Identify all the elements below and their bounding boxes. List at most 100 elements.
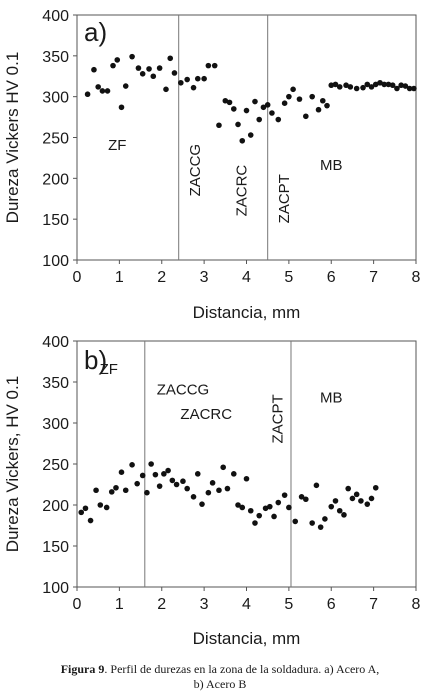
data-point [118, 104, 125, 111]
x-tick-label: 1 [115, 596, 124, 613]
data-point [411, 85, 417, 92]
x-tick-label: 6 [327, 596, 336, 613]
data-point [224, 485, 231, 492]
data-point [402, 83, 409, 89]
data-point [230, 106, 237, 112]
data-point [184, 485, 190, 492]
data-point [389, 82, 396, 89]
data-point [113, 484, 119, 491]
data-point [290, 86, 296, 93]
caption-line-2: b) Acero B [193, 677, 247, 691]
data-point [324, 102, 330, 109]
zone-label: ZACPT [276, 174, 293, 223]
zone-label: ZF [108, 137, 126, 154]
data-point [303, 113, 309, 120]
data-point [239, 137, 246, 144]
y-tick-label: 300 [42, 90, 69, 107]
data-point [82, 505, 89, 512]
data-point [377, 79, 383, 86]
data-point [336, 507, 343, 514]
zone-label: MB [320, 157, 343, 174]
y-tick-label: 400 [42, 8, 69, 25]
data-point [134, 480, 140, 487]
data-point [110, 62, 116, 69]
data-point [303, 496, 309, 503]
y-tick-label: 300 [42, 416, 69, 433]
x-tick-label: 2 [157, 596, 166, 613]
data-point [161, 471, 167, 477]
data-point [211, 62, 218, 69]
x-tick-label: 7 [369, 269, 378, 286]
y-tick-label: 350 [42, 49, 69, 66]
data-point [364, 81, 371, 88]
data-point [267, 503, 273, 510]
data-point [235, 121, 241, 128]
data-point [345, 485, 352, 492]
data-point [220, 464, 226, 471]
data-point [103, 504, 110, 511]
data-point [205, 62, 212, 69]
y-tick-label: 200 [42, 498, 69, 515]
y-axis-label: Dureza Vickers, HV 0.1 [3, 376, 22, 552]
x-tick-label: 8 [412, 269, 421, 286]
data-point [91, 66, 97, 73]
data-point [139, 71, 146, 77]
data-point [180, 478, 186, 485]
data-point [190, 494, 197, 500]
panel-label: b) [84, 345, 107, 375]
chart-panel-b: 0 1 2 3 4 5 6 7 8 100 150 200 250 300 350 400 Distancia,… [3, 334, 421, 648]
data-point [205, 489, 212, 496]
data-point [84, 91, 91, 98]
x-tick-label: 0 [73, 596, 82, 613]
data-point [372, 484, 379, 491]
data-point [322, 516, 328, 522]
y-tick-label: 350 [42, 375, 69, 392]
data-point [358, 498, 364, 504]
data-point [319, 97, 326, 104]
data-point [381, 81, 388, 88]
data-point [146, 66, 152, 72]
data-point [286, 93, 292, 100]
data-point [199, 501, 205, 507]
data-point [256, 116, 263, 123]
data-point [152, 471, 159, 478]
data-point [194, 75, 201, 82]
zone-label: ZACCG [187, 144, 204, 197]
data-point [235, 502, 241, 508]
data-point [298, 494, 305, 500]
data-point [368, 84, 375, 90]
data-point [122, 487, 129, 494]
data-point [347, 84, 354, 90]
data-point [171, 70, 178, 76]
data-point [163, 86, 169, 93]
data-point [364, 501, 371, 507]
data-point [368, 495, 375, 502]
data-point [226, 99, 233, 106]
caption-figure-label: Figura 9 [60, 662, 105, 676]
data-point [209, 480, 216, 486]
data-point [372, 81, 379, 88]
data-point [315, 106, 322, 113]
data-point [269, 110, 275, 116]
y-tick-label: 400 [42, 334, 69, 351]
data-point [309, 520, 315, 526]
x-tick-label: 5 [284, 269, 293, 286]
data-point [108, 489, 115, 495]
data-point [353, 491, 360, 498]
x-tick-label: 6 [327, 269, 336, 286]
data-point [118, 469, 125, 476]
data-point [275, 499, 282, 506]
x-axis-label: Distancia, mm [193, 629, 301, 648]
y-tick-label: 150 [42, 539, 69, 556]
data-point [264, 102, 271, 108]
data-point [178, 79, 184, 86]
data-point [252, 520, 258, 526]
data-point [190, 84, 197, 91]
data-point [385, 81, 392, 88]
data-point [260, 104, 267, 111]
data-point [406, 85, 413, 92]
data-point [222, 97, 229, 104]
x-tick-label: 0 [73, 269, 82, 286]
caption-text-1: . Perfil de durezas en la zona de la sol… [104, 662, 380, 676]
data-point [296, 96, 303, 102]
